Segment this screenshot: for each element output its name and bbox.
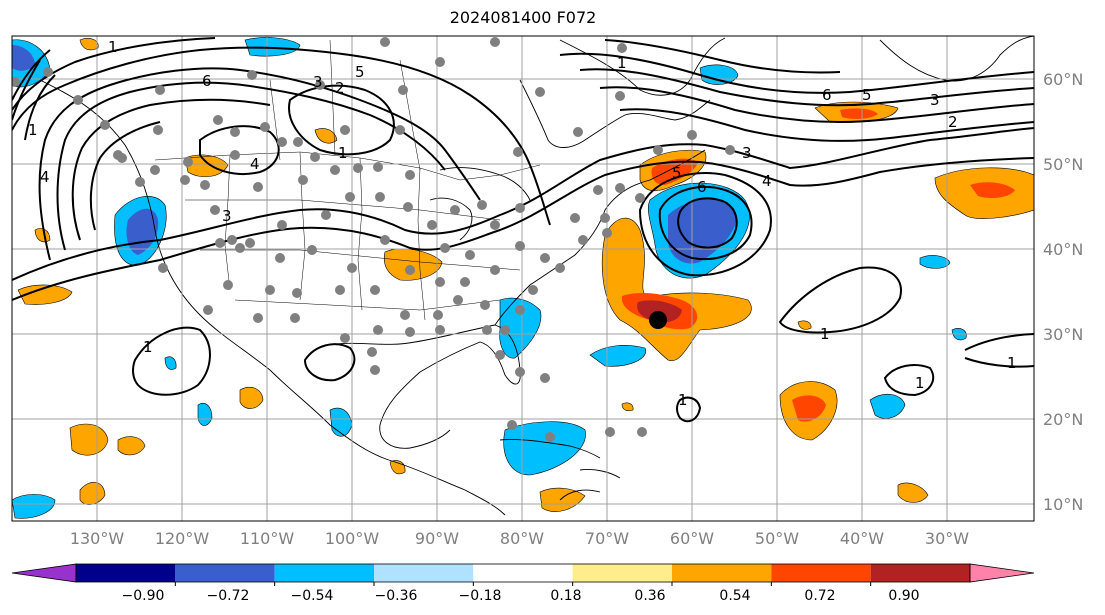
contour-label: 5 bbox=[862, 86, 872, 104]
contour-label: 1 bbox=[820, 325, 830, 343]
lat-label: 60°N bbox=[1043, 70, 1083, 89]
contour-label: 2 bbox=[335, 79, 345, 97]
lon-label: 30°W bbox=[925, 529, 969, 548]
lon-label: 120°W bbox=[155, 529, 210, 548]
contour-label: 5 bbox=[355, 63, 365, 81]
colorbar-bin bbox=[175, 564, 275, 582]
lat-label: 30°N bbox=[1043, 325, 1083, 344]
colorbar-bin bbox=[870, 564, 970, 582]
colorbar-tick-label: 0.54 bbox=[719, 588, 750, 604]
lon-label: 110°W bbox=[240, 529, 295, 548]
lon-label: 90°W bbox=[415, 529, 459, 548]
lat-label: 10°N bbox=[1043, 495, 1083, 514]
contour-label: 1 bbox=[28, 121, 38, 139]
contour-label: 3 bbox=[313, 73, 323, 91]
contour-label: 6 bbox=[202, 72, 212, 90]
contour-label: 3 bbox=[742, 144, 752, 162]
lat-label: 20°N bbox=[1043, 410, 1083, 429]
lon-label: 80°W bbox=[500, 529, 544, 548]
colorbar-bin bbox=[672, 564, 772, 582]
colorbar-tick-label: 0.36 bbox=[634, 588, 665, 604]
contour-label: 1 bbox=[1007, 354, 1017, 372]
contour-label: 3 bbox=[930, 91, 940, 109]
colorbar-tick-label: −0.54 bbox=[291, 588, 334, 604]
colorbar-tick-label: −0.36 bbox=[375, 588, 418, 604]
contour-label: 3 bbox=[222, 207, 232, 225]
contour-label: 5 bbox=[672, 164, 682, 182]
colorbar-bin bbox=[76, 564, 176, 582]
colorbar-bin bbox=[473, 564, 573, 582]
contour-label: 1 bbox=[915, 374, 925, 392]
storm-center-marker bbox=[649, 311, 667, 329]
contour-label: 1 bbox=[678, 391, 688, 409]
colorbar-tick-label: −0.18 bbox=[459, 588, 502, 604]
colorbar-tick-label: 0.72 bbox=[804, 588, 835, 604]
graticule bbox=[12, 36, 1034, 521]
contour-label: 2 bbox=[948, 113, 958, 131]
longitude-labels: 130°W 120°W 110°W 100°W 90°W 80°W 70°W 6… bbox=[70, 529, 969, 548]
colorbar-tick-label: −0.72 bbox=[207, 588, 250, 604]
contour-label: 1 bbox=[143, 338, 153, 356]
colorbar-bin bbox=[274, 564, 374, 582]
contour-label: 1 bbox=[338, 144, 348, 162]
contour-label: 6 bbox=[697, 178, 707, 196]
colorbar-bin bbox=[374, 564, 474, 582]
lon-label: 60°W bbox=[670, 529, 714, 548]
colorbar-tick-label: −0.90 bbox=[122, 588, 165, 604]
colorbar-bin bbox=[572, 564, 672, 582]
contour-label: 4 bbox=[40, 168, 50, 186]
lon-label: 50°W bbox=[755, 529, 799, 548]
contour-label: 1 bbox=[617, 54, 627, 72]
colorbar: −0.90 −0.72 −0.54 −0.36 −0.18 0.18 0.36 … bbox=[11, 563, 1035, 604]
station-markers bbox=[12, 37, 735, 442]
contour-label: 6 bbox=[822, 86, 832, 104]
colorbar-bin bbox=[771, 564, 871, 582]
contour-label: 4 bbox=[250, 155, 260, 173]
lat-label: 40°N bbox=[1043, 240, 1083, 259]
colorbar-extend-high bbox=[969, 563, 1035, 583]
colorbar-tick-label: 0.18 bbox=[550, 588, 581, 604]
map-frame bbox=[11, 35, 1035, 522]
contour-lines bbox=[12, 37, 1034, 423]
lon-label: 70°W bbox=[585, 529, 629, 548]
latitude-labels: 10°N 20°N 30°N 40°N 50°N 60°N bbox=[1043, 70, 1083, 514]
contour-label: 4 bbox=[762, 172, 772, 190]
colorbar-frame bbox=[75, 563, 971, 583]
map-title: 2024081400 F072 bbox=[449, 8, 597, 27]
lon-label: 100°W bbox=[325, 529, 380, 548]
colorbar-tick-label: 0.90 bbox=[888, 588, 919, 604]
colorbar-extend-low bbox=[11, 563, 77, 583]
lon-label: 40°W bbox=[840, 529, 884, 548]
lon-label: 130°W bbox=[70, 529, 125, 548]
lat-label: 50°N bbox=[1043, 155, 1083, 174]
contour-label: 1 bbox=[108, 38, 118, 56]
